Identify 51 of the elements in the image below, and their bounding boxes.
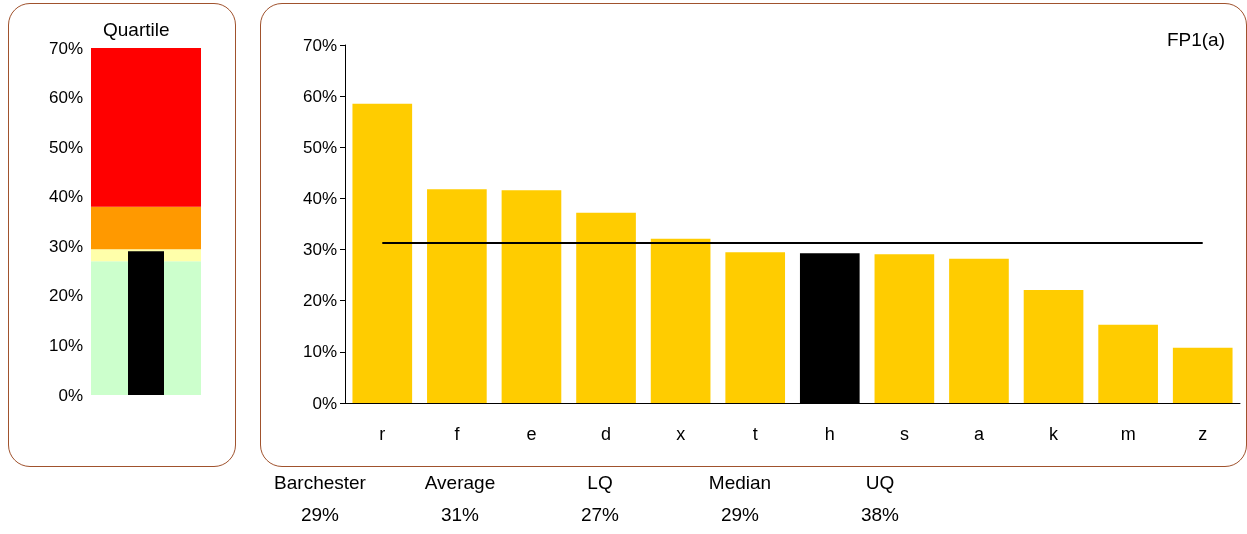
- chart-title: Quartile: [103, 19, 170, 40]
- y-tick-label: 10%: [48, 335, 83, 355]
- bar: [874, 254, 935, 403]
- chart-title: FP1(a): [1166, 29, 1226, 50]
- text: 31%: [440, 504, 480, 526]
- y-tick-label: 60%: [302, 86, 337, 106]
- x-tick-label: k: [1049, 424, 1060, 444]
- bar: [1023, 289, 1084, 403]
- x-tick-label: m: [1120, 424, 1136, 444]
- y-tick-label: 40%: [48, 187, 83, 207]
- y-tick-label: 50%: [302, 137, 337, 157]
- bar: [576, 212, 636, 403]
- bar: [1098, 324, 1158, 403]
- text: UQ: [864, 472, 896, 494]
- y-tick-label: 70%: [48, 38, 83, 58]
- text: Barchester: [273, 472, 367, 494]
- y-tick-label: 0%: [58, 385, 83, 405]
- x-tick-label: s: [899, 424, 909, 444]
- y-tick-label: 20%: [48, 286, 83, 306]
- y-tick-label: 0%: [312, 393, 337, 413]
- y-tick-label: 60%: [48, 88, 83, 108]
- x-tick-label: f: [454, 424, 461, 444]
- x-tick-label: t: [752, 424, 758, 444]
- y-tick-label: 30%: [302, 240, 337, 260]
- text: LQ: [586, 472, 614, 494]
- text: 29%: [300, 504, 340, 526]
- bar: [352, 103, 413, 403]
- text: 27%: [580, 504, 620, 526]
- y-tick-label: 30%: [48, 236, 83, 256]
- x-tick-label: d: [601, 424, 612, 444]
- y-tick-label: 10%: [302, 342, 337, 362]
- x-tick-label: x: [676, 424, 686, 444]
- text: Average: [423, 472, 497, 494]
- bar: [725, 252, 786, 403]
- x-tick-label: e: [526, 424, 537, 444]
- y-tick-label: 70%: [302, 35, 337, 55]
- text: 29%: [720, 504, 760, 526]
- x-tick-label: a: [973, 424, 985, 444]
- y-tick-label: 50%: [48, 137, 83, 157]
- bar: [949, 258, 1009, 403]
- bar: [1172, 347, 1233, 403]
- y-tick-label: 40%: [302, 188, 337, 208]
- y-tick-label: 20%: [302, 291, 337, 311]
- text: 38%: [860, 504, 900, 526]
- x-tick-label: h: [824, 424, 835, 444]
- x-tick-label: z: [1198, 424, 1208, 444]
- x-tick-label: r: [379, 424, 386, 444]
- text: Median: [707, 472, 773, 494]
- bar: [427, 189, 487, 403]
- bar: [650, 238, 711, 403]
- bar: [501, 190, 562, 403]
